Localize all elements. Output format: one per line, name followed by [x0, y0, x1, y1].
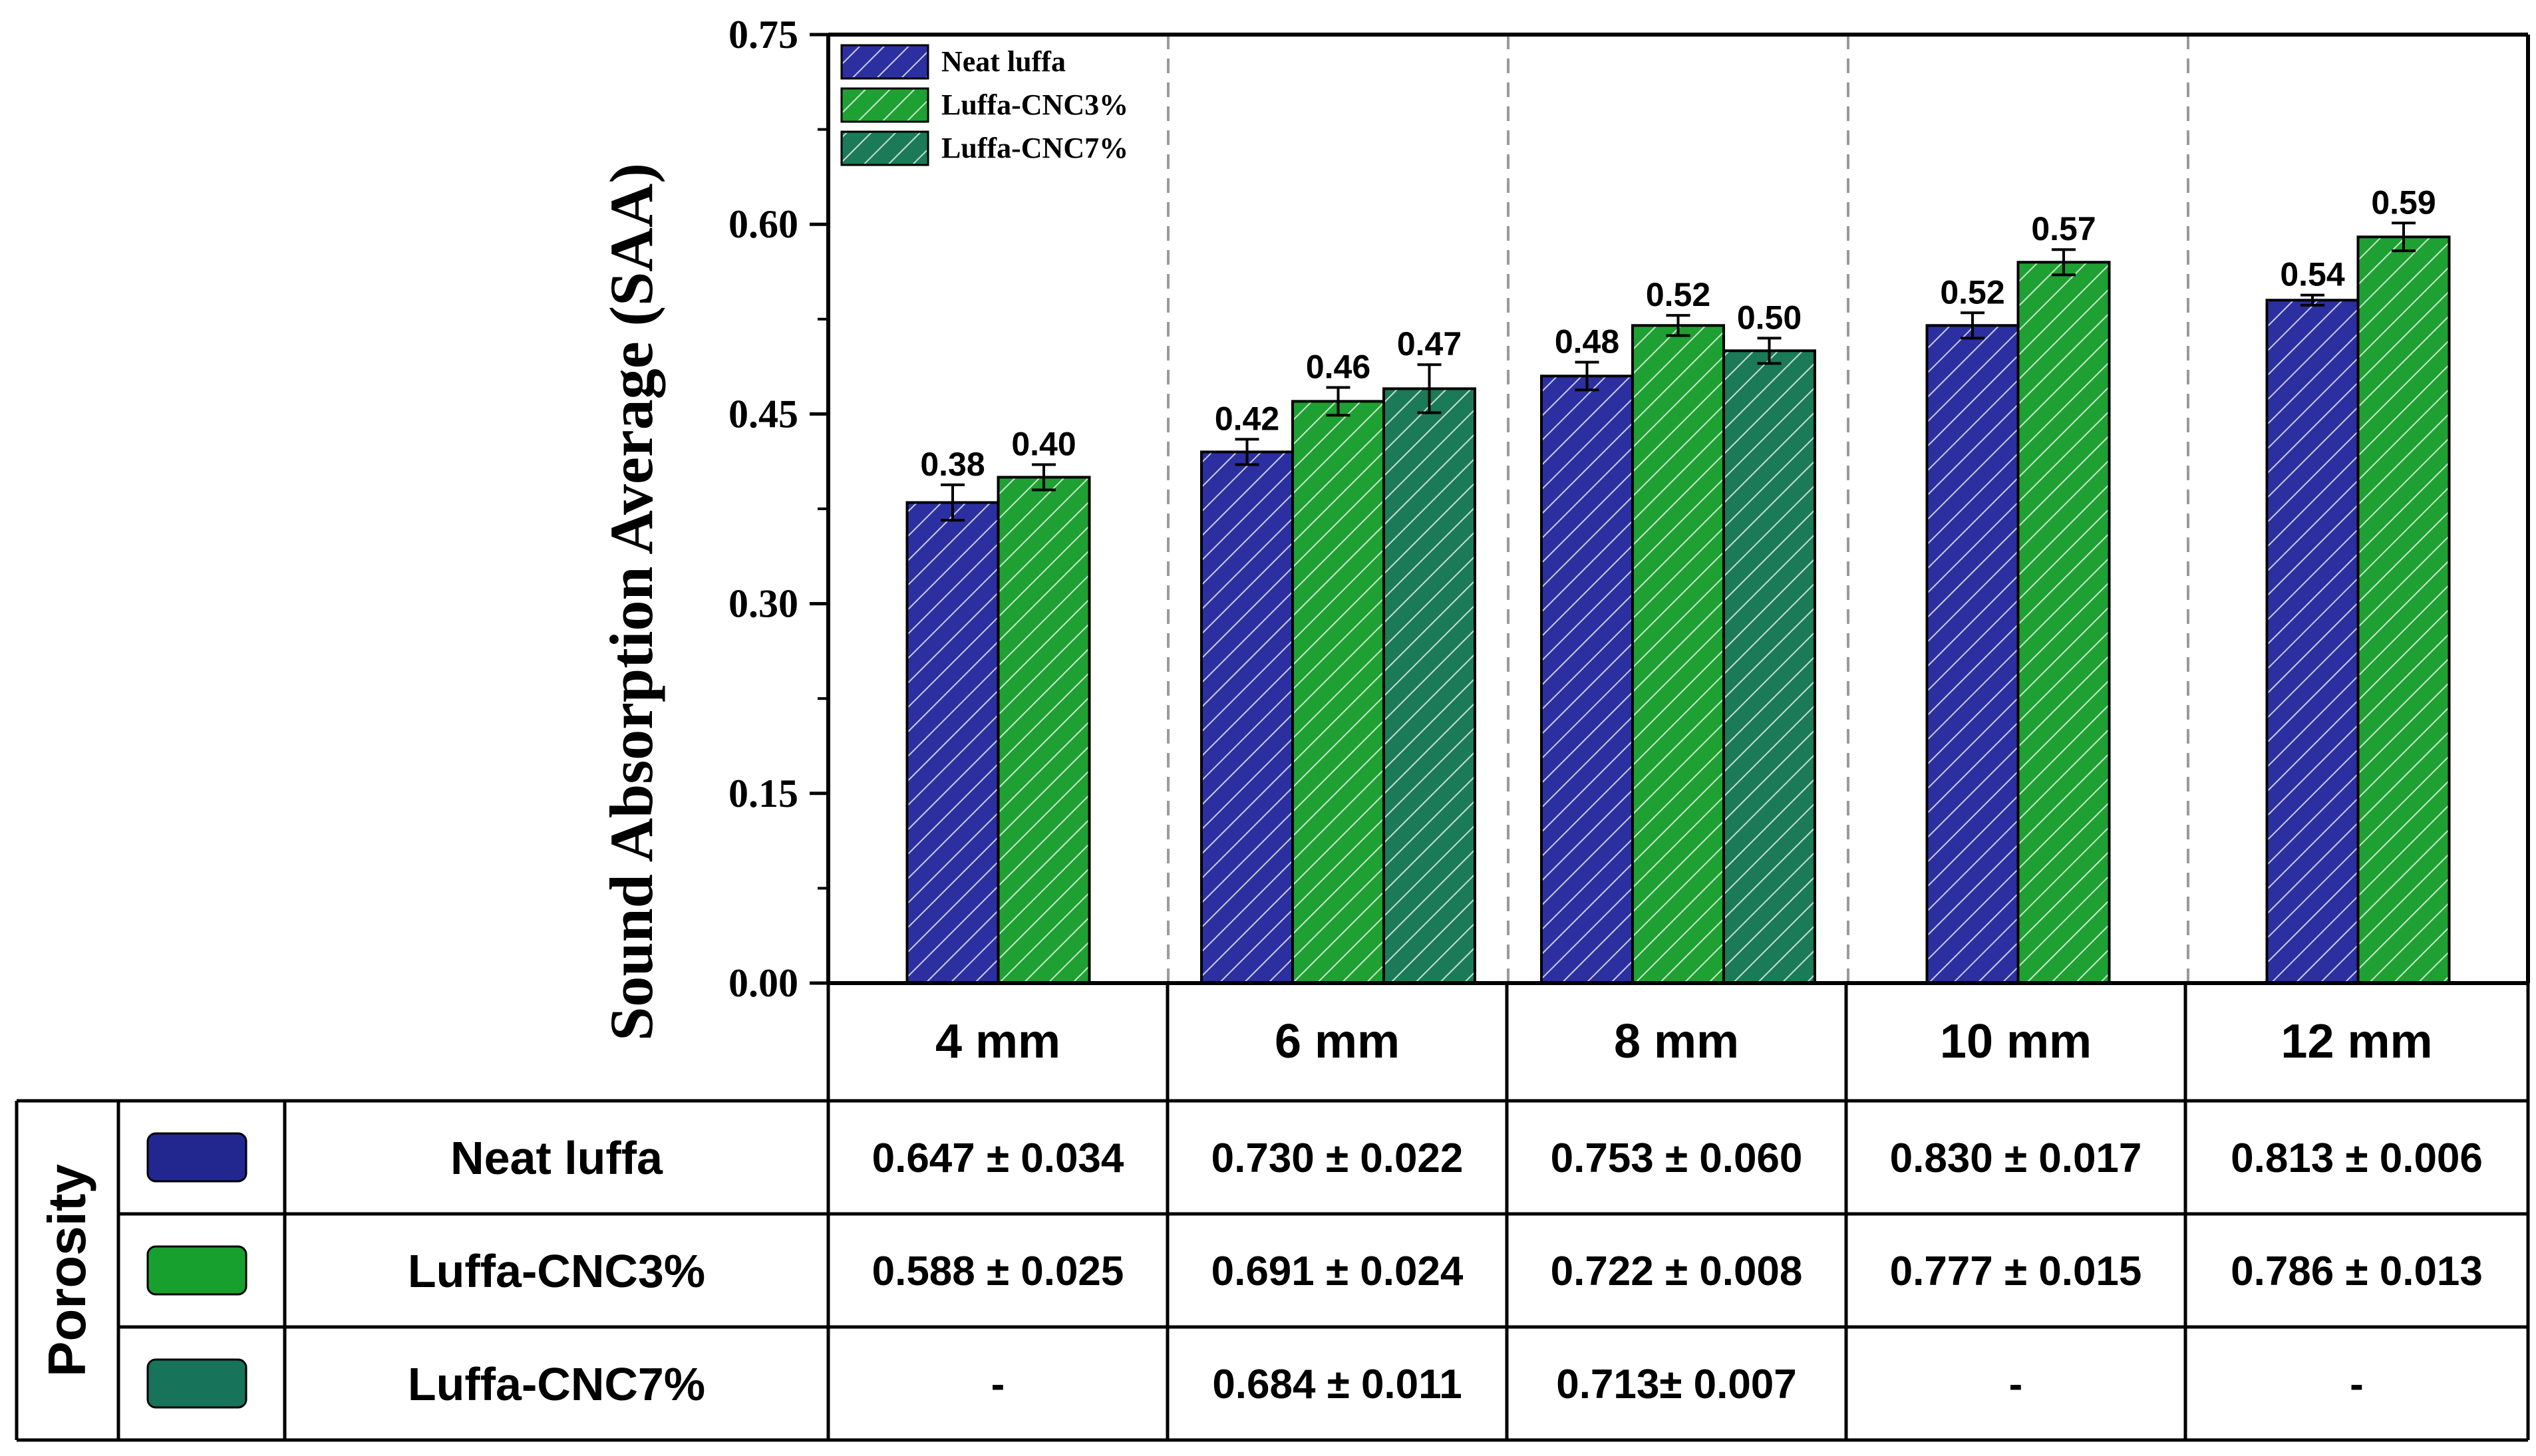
- bar-hatch: [1634, 327, 1722, 982]
- table-cell: -: [2350, 1362, 2364, 1407]
- legend-swatch-hatch: [843, 133, 927, 164]
- table-cell: 0.813 ± 0.006: [2231, 1135, 2483, 1181]
- table-cell: 0.647 ± 0.034: [872, 1135, 1124, 1181]
- table-row-label: Neat luffa: [450, 1132, 663, 1184]
- table-cell: 0.830 ± 0.017: [1890, 1135, 2142, 1181]
- table-cell: -: [2009, 1362, 2023, 1407]
- table-cell: 0.588 ± 0.025: [872, 1248, 1124, 1294]
- data-label: 0.42: [1215, 400, 1279, 437]
- bar-hatch: [1385, 390, 1474, 982]
- bar-hatch: [2359, 238, 2448, 982]
- data-label: 0.54: [2280, 256, 2345, 293]
- data-label: 0.57: [2031, 210, 2096, 247]
- legend-swatch-hatch: [843, 47, 927, 77]
- y-tick-label: 0.45: [728, 392, 798, 436]
- bar-hatch: [908, 504, 997, 982]
- data-label: 0.38: [920, 446, 985, 483]
- table-cell: 0.730 ± 0.022: [1211, 1135, 1464, 1181]
- data-label: 0.52: [1940, 273, 2004, 311]
- legend-label: Neat luffa: [941, 45, 1066, 78]
- table-row-label: Luffa-CNC7%: [408, 1358, 705, 1410]
- y-tick-label: 0.30: [728, 582, 798, 626]
- bar-hatch: [1725, 352, 1814, 982]
- table-cell: 0.777 ± 0.015: [1890, 1248, 2142, 1294]
- table-column-header: 12 mm: [2281, 1015, 2432, 1068]
- table-column-header: 6 mm: [1275, 1015, 1400, 1068]
- data-label: 0.40: [1011, 425, 1076, 462]
- table-row-header: Porosity: [37, 1163, 96, 1377]
- data-label: 0.52: [1646, 276, 1710, 313]
- table-column-header: 10 mm: [1940, 1015, 2092, 1068]
- bar-hatch: [1928, 327, 2017, 982]
- table-column-header: 8 mm: [1614, 1015, 1739, 1068]
- table-row-label: Luffa-CNC3%: [408, 1245, 705, 1297]
- bar-hatch: [2019, 263, 2108, 982]
- y-axis-title: Sound Absorption Average (SAA): [597, 163, 665, 1041]
- table-column-header: 4 mm: [935, 1015, 1060, 1068]
- data-label: 0.59: [2371, 184, 2436, 221]
- bar-hatch: [999, 478, 1088, 982]
- data-label: 0.50: [1737, 299, 1802, 336]
- table-swatch: [146, 1132, 247, 1183]
- data-label: 0.47: [1397, 325, 1462, 363]
- table-cell: 0.684 ± 0.011: [1212, 1362, 1462, 1407]
- table-cell: 0.753 ± 0.060: [1551, 1135, 1803, 1181]
- table-cell: -: [991, 1362, 1005, 1407]
- y-tick-label: 0.15: [728, 772, 798, 815]
- y-tick-label: 0.75: [728, 13, 798, 57]
- porosity-table: 4 mm 6 mm 8 mm 10 mm 12 mm Porosity Neat luffa…: [15, 983, 2530, 1442]
- bar-hatch: [1294, 402, 1382, 982]
- table-cell: 0.722 ± 0.008: [1551, 1248, 1803, 1294]
- y-tick-label: 0.00: [728, 961, 798, 1005]
- legend-label: Luffa-CNC3%: [941, 88, 1128, 121]
- table-swatch: [146, 1358, 247, 1409]
- legend: Neat luffa Luffa-CNC3% Luffa-CNC7%: [840, 44, 1128, 166]
- table-swatch: [146, 1245, 247, 1296]
- table-cell: 0.786 ± 0.013: [2231, 1248, 2483, 1294]
- y-tick-label: 0.60: [728, 202, 798, 246]
- table-cell: 0.713± 0.007: [1556, 1362, 1797, 1407]
- legend-label: Luffa-CNC7%: [941, 132, 1128, 164]
- bar-hatch: [1203, 453, 1291, 982]
- bar-hatch: [1543, 377, 1631, 982]
- legend-swatch-hatch: [843, 90, 927, 120]
- data-label: 0.46: [1306, 348, 1370, 385]
- data-label: 0.48: [1555, 323, 1619, 360]
- plot-area: 0.38 0.42 0.48 0.52 0.54 0.40 0.46 0.52 0.57 0.59…: [728, 13, 2530, 1005]
- table-cell: 0.691 ± 0.024: [1211, 1248, 1464, 1294]
- bar-hatch: [2268, 301, 2357, 982]
